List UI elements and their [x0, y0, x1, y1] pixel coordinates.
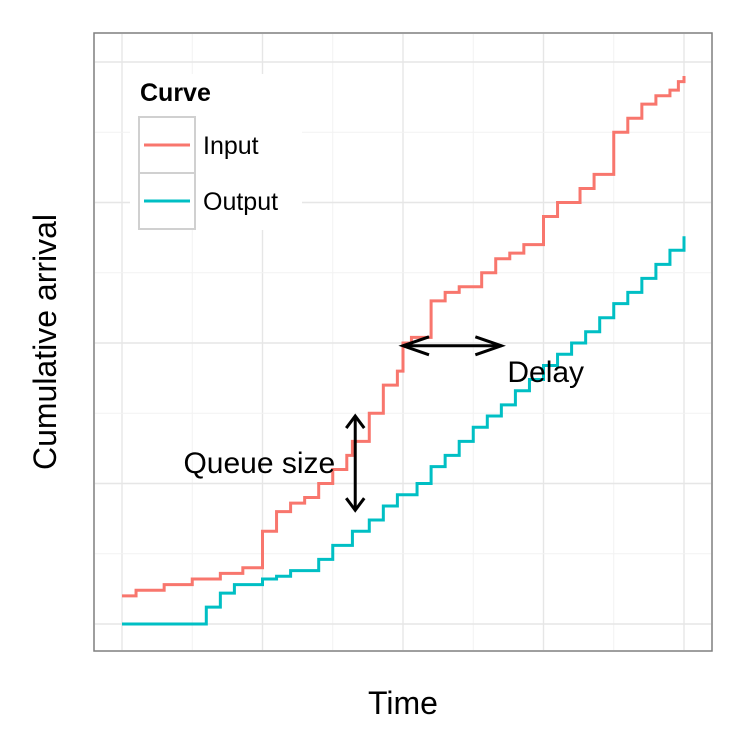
queue-size-label: Queue size: [183, 447, 335, 480]
series-line-input: [122, 76, 686, 598]
queue-size-arrow-head-bottom: [345, 497, 366, 513]
series-line-output: [122, 236, 686, 626]
x-axis-title: Time: [368, 685, 438, 721]
series-layer: [122, 76, 686, 626]
delay-arrow-head-right: [474, 335, 506, 357]
legend: Curve Input Output: [130, 74, 302, 230]
legend-label-output: Output: [203, 188, 278, 216]
annotation-layer: Queue size Delay: [183, 335, 584, 513]
y-axis-title: Cumulative arrival: [27, 214, 63, 470]
delay-label: Delay: [507, 356, 584, 389]
legend-title: Curve: [140, 79, 211, 107]
delay-arrow-head-left: [398, 335, 430, 357]
queue-size-arrow-head-top: [345, 413, 366, 429]
legend-label-input: Input: [203, 132, 259, 160]
